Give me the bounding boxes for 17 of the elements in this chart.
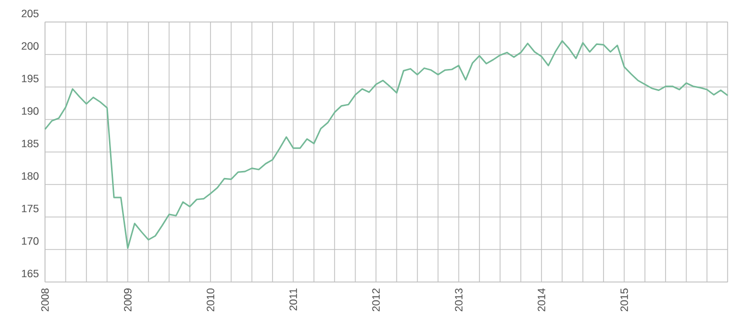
y-tick-label: 195 xyxy=(22,74,39,82)
y-tick-label: 165 xyxy=(22,270,39,278)
x-tick-label: 2011 xyxy=(289,288,298,310)
y-tick-label: 170 xyxy=(22,237,39,245)
x-tick-label: 2014 xyxy=(538,288,546,312)
y-tick-label: 205 xyxy=(22,10,39,18)
y-tick-label: 190 xyxy=(22,107,39,115)
x-tick-label: 2012 xyxy=(372,288,380,312)
y-tick-label: 180 xyxy=(22,172,39,180)
x-tick-label: 2010 xyxy=(206,288,214,312)
y-tick-label: 175 xyxy=(22,204,39,212)
x-tick-label: 2009 xyxy=(124,288,132,312)
x-tick-label: 2008 xyxy=(41,288,49,312)
y-tick-label: 185 xyxy=(22,140,39,148)
y-tick-label: 200 xyxy=(22,42,39,50)
x-tick-label: 2013 xyxy=(454,288,463,312)
x-tick-label: 2015 xyxy=(620,288,628,312)
